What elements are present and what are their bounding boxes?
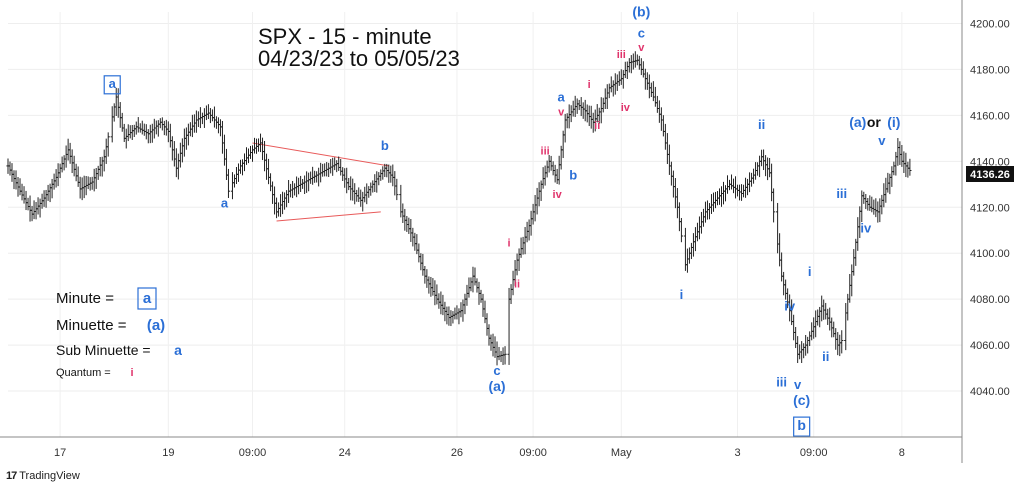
wave-label: i [588, 79, 591, 91]
x-tick-label: 8 [899, 447, 905, 459]
wave-label-box [103, 75, 121, 95]
last-price-box [966, 166, 1014, 182]
tradingview-logo-icon: 17 [6, 470, 17, 482]
wave-label: ii [594, 120, 600, 132]
y-tick-label: 4060.00 [970, 340, 1010, 352]
y-tick-label: 4100.00 [970, 248, 1010, 260]
triangle-upper-line [252, 142, 389, 167]
wave-label: b [569, 168, 577, 183]
wave-label: ii [758, 117, 765, 132]
triangle-lower-line [276, 211, 381, 222]
legend-label: Quantum = [56, 367, 111, 379]
legend-marker: (a) [147, 317, 165, 334]
wave-label: or [867, 114, 882, 130]
wave-label: c [638, 25, 645, 40]
wave-label: v [794, 377, 802, 392]
wave-label: c [493, 363, 500, 378]
wave-label: b [797, 417, 806, 433]
wave-label: i [680, 287, 684, 302]
wave-label: (a) [488, 378, 505, 394]
x-tick-label: May [611, 447, 632, 459]
wave-label: iv [621, 102, 631, 114]
x-tick-label: 09:00 [239, 447, 267, 459]
wave-label: iv [860, 221, 872, 236]
x-tick-label: 3 [734, 447, 740, 459]
price-bars [6, 51, 912, 366]
x-tick-label: 09:00 [519, 447, 547, 459]
wave-label: a [109, 76, 117, 91]
wave-label: ii [514, 279, 520, 291]
y-tick-label: 4080.00 [970, 294, 1010, 306]
legend: Minute = a Minuette = (a) Sub Minuette = a Qua… [56, 287, 182, 379]
wave-label: i [808, 264, 812, 279]
legend-marker: a [174, 342, 182, 358]
wave-label-box [793, 416, 811, 437]
wave-label: iv [784, 299, 796, 314]
wave-label: iii [836, 186, 847, 201]
wave-label: v [558, 106, 565, 118]
x-axis: 17 19 09:00 24 26 09:00 May 3 09:00 8 [0, 436, 962, 459]
y-tick-label: 4140.00 [970, 156, 1010, 168]
chart-title: SPX - 15 - minute [258, 24, 432, 49]
y-tick-label: 4040.00 [970, 386, 1010, 398]
legend-label: Sub Minuette = [56, 342, 151, 358]
wave-label: (c) [793, 392, 810, 408]
x-tick-label: 09:00 [800, 447, 828, 459]
wave-label: iii [776, 374, 787, 389]
legend-marker: i [130, 367, 133, 379]
wave-label: v [878, 133, 886, 148]
chart-subtitle: 04/23/23 to 05/05/23 [258, 46, 460, 71]
wave-label: a [221, 195, 229, 210]
y-tick-label: 4200.00 [970, 18, 1010, 30]
wave-label: iii [541, 145, 550, 157]
wave-label: (a) [849, 114, 866, 130]
last-price-tag: 4136.26 [966, 166, 1014, 182]
x-tick-label: 26 [451, 447, 463, 459]
wave-label: iv [553, 189, 563, 201]
y-tick-label: 4180.00 [970, 64, 1010, 76]
x-tick-label: 19 [162, 447, 174, 459]
wave-label: b [381, 138, 389, 153]
last-price-label: 4136.26 [970, 169, 1010, 181]
triangle-trendlines [252, 142, 389, 222]
legend-marker-box [137, 287, 157, 310]
legend-label: Minute = [56, 290, 114, 307]
grid [8, 12, 962, 437]
brand: 17 TradingView [6, 470, 80, 482]
wave-label: (b) [632, 4, 650, 20]
wave-label: (i) [887, 114, 900, 130]
x-tick-label: 24 [339, 447, 351, 459]
y-tick-label: 4120.00 [970, 202, 1010, 214]
brand-name: TradingView [19, 470, 80, 482]
x-tick-label: 17 [54, 447, 66, 459]
wave-label: iii [617, 49, 626, 61]
wave-label: i [508, 237, 511, 249]
legend-marker: a [143, 290, 152, 307]
wave-label: ii [822, 349, 829, 364]
wave-label: a [558, 90, 566, 105]
y-tick-label: 4160.00 [970, 110, 1010, 122]
chart-titles: SPX - 15 - minute 04/23/23 to 05/05/23 [258, 24, 460, 71]
y-axis: 4040.00 4060.00 4080.00 4100.00 4120.00 4140.… [961, 0, 1010, 463]
wave-label: v [638, 42, 645, 54]
legend-label: Minuette = [56, 317, 127, 334]
